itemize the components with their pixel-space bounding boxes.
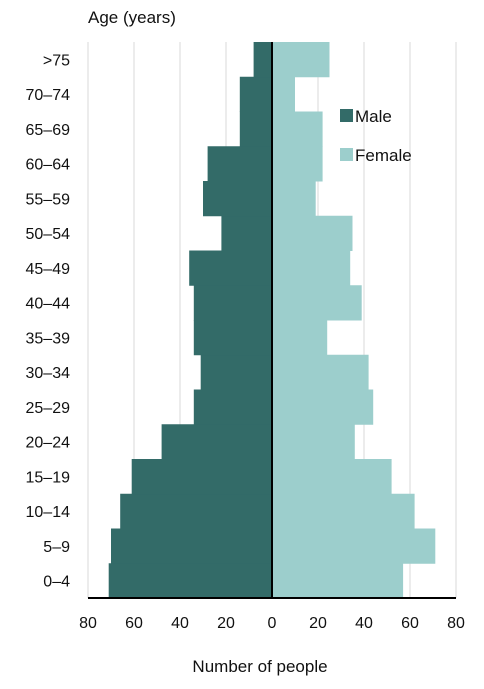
bar-female	[272, 320, 328, 356]
bar-male	[203, 181, 272, 217]
bar-male	[200, 354, 272, 390]
x-tick-label: 80	[79, 615, 97, 632]
y-tick-label: 0–4	[43, 574, 70, 591]
bar-male	[207, 146, 272, 182]
bar-male	[161, 424, 272, 460]
x-tick-label: 80	[447, 615, 465, 632]
bar-male	[193, 389, 272, 425]
y-tick-label: 25–29	[26, 400, 71, 417]
bar-female	[272, 146, 323, 182]
y-axis-title: Age (years)	[88, 8, 176, 27]
bar-female	[272, 528, 436, 564]
bar-female	[272, 76, 295, 112]
y-tick-label: 5–9	[43, 539, 70, 556]
bar-female	[272, 250, 351, 286]
y-tick-label: >75	[43, 52, 70, 69]
bar-female	[272, 354, 369, 390]
x-axis-title: Number of people	[192, 657, 327, 676]
bar-male	[239, 111, 272, 147]
bar-female	[272, 389, 374, 425]
x-tick-label: 40	[171, 615, 189, 632]
bar-female	[272, 459, 392, 495]
bar-male	[221, 215, 272, 251]
bar-female	[272, 563, 404, 599]
bar-male	[108, 563, 272, 599]
y-tick-label: 50–54	[26, 226, 71, 243]
y-tick-label: 20–24	[26, 435, 71, 452]
legend: Male Female	[340, 107, 412, 165]
y-tick-label: 45–49	[26, 261, 71, 278]
y-tick-label: 65–69	[26, 122, 71, 139]
y-tick-label: 30–34	[26, 365, 71, 382]
bar-female	[272, 493, 415, 529]
bar-male	[111, 528, 272, 564]
bar-female	[272, 285, 362, 321]
legend-swatch-male	[340, 109, 353, 122]
x-tick-label: 60	[125, 615, 143, 632]
y-tick-label: 10–14	[26, 504, 71, 521]
y-tick-label: 15–19	[26, 469, 71, 486]
bar-female	[272, 424, 355, 460]
bar-female	[272, 181, 316, 217]
x-tick-label: 20	[309, 615, 327, 632]
x-tick-label: 40	[355, 615, 373, 632]
bar-female	[272, 42, 330, 78]
x-tick-label: 20	[217, 615, 235, 632]
bar-male	[131, 459, 272, 495]
bar-male	[189, 250, 272, 286]
legend-swatch-female	[340, 148, 353, 161]
bar-female	[272, 111, 323, 147]
x-tick-label: 0	[268, 615, 277, 632]
bar-female	[272, 215, 353, 251]
x-tick-label: 60	[401, 615, 419, 632]
bar-male	[193, 320, 272, 356]
legend-label-male: Male	[355, 107, 392, 126]
bars	[108, 42, 436, 599]
y-tick-label: 70–74	[26, 87, 71, 104]
y-tick-label: 60–64	[26, 157, 71, 174]
y-tick-label: 35–39	[26, 330, 71, 347]
legend-label-female: Female	[355, 146, 412, 165]
bar-male	[239, 76, 272, 112]
y-tick-label: 55–59	[26, 191, 71, 208]
axes	[88, 42, 456, 599]
bar-male	[253, 42, 272, 78]
bar-male	[120, 493, 272, 529]
bar-male	[193, 285, 272, 321]
tick-labels: 80 60 40 20 0 20 40 60 80 0–4 5–9 10–14 15–19 20–24 25…	[26, 52, 466, 632]
y-tick-label: 40–44	[26, 296, 71, 313]
